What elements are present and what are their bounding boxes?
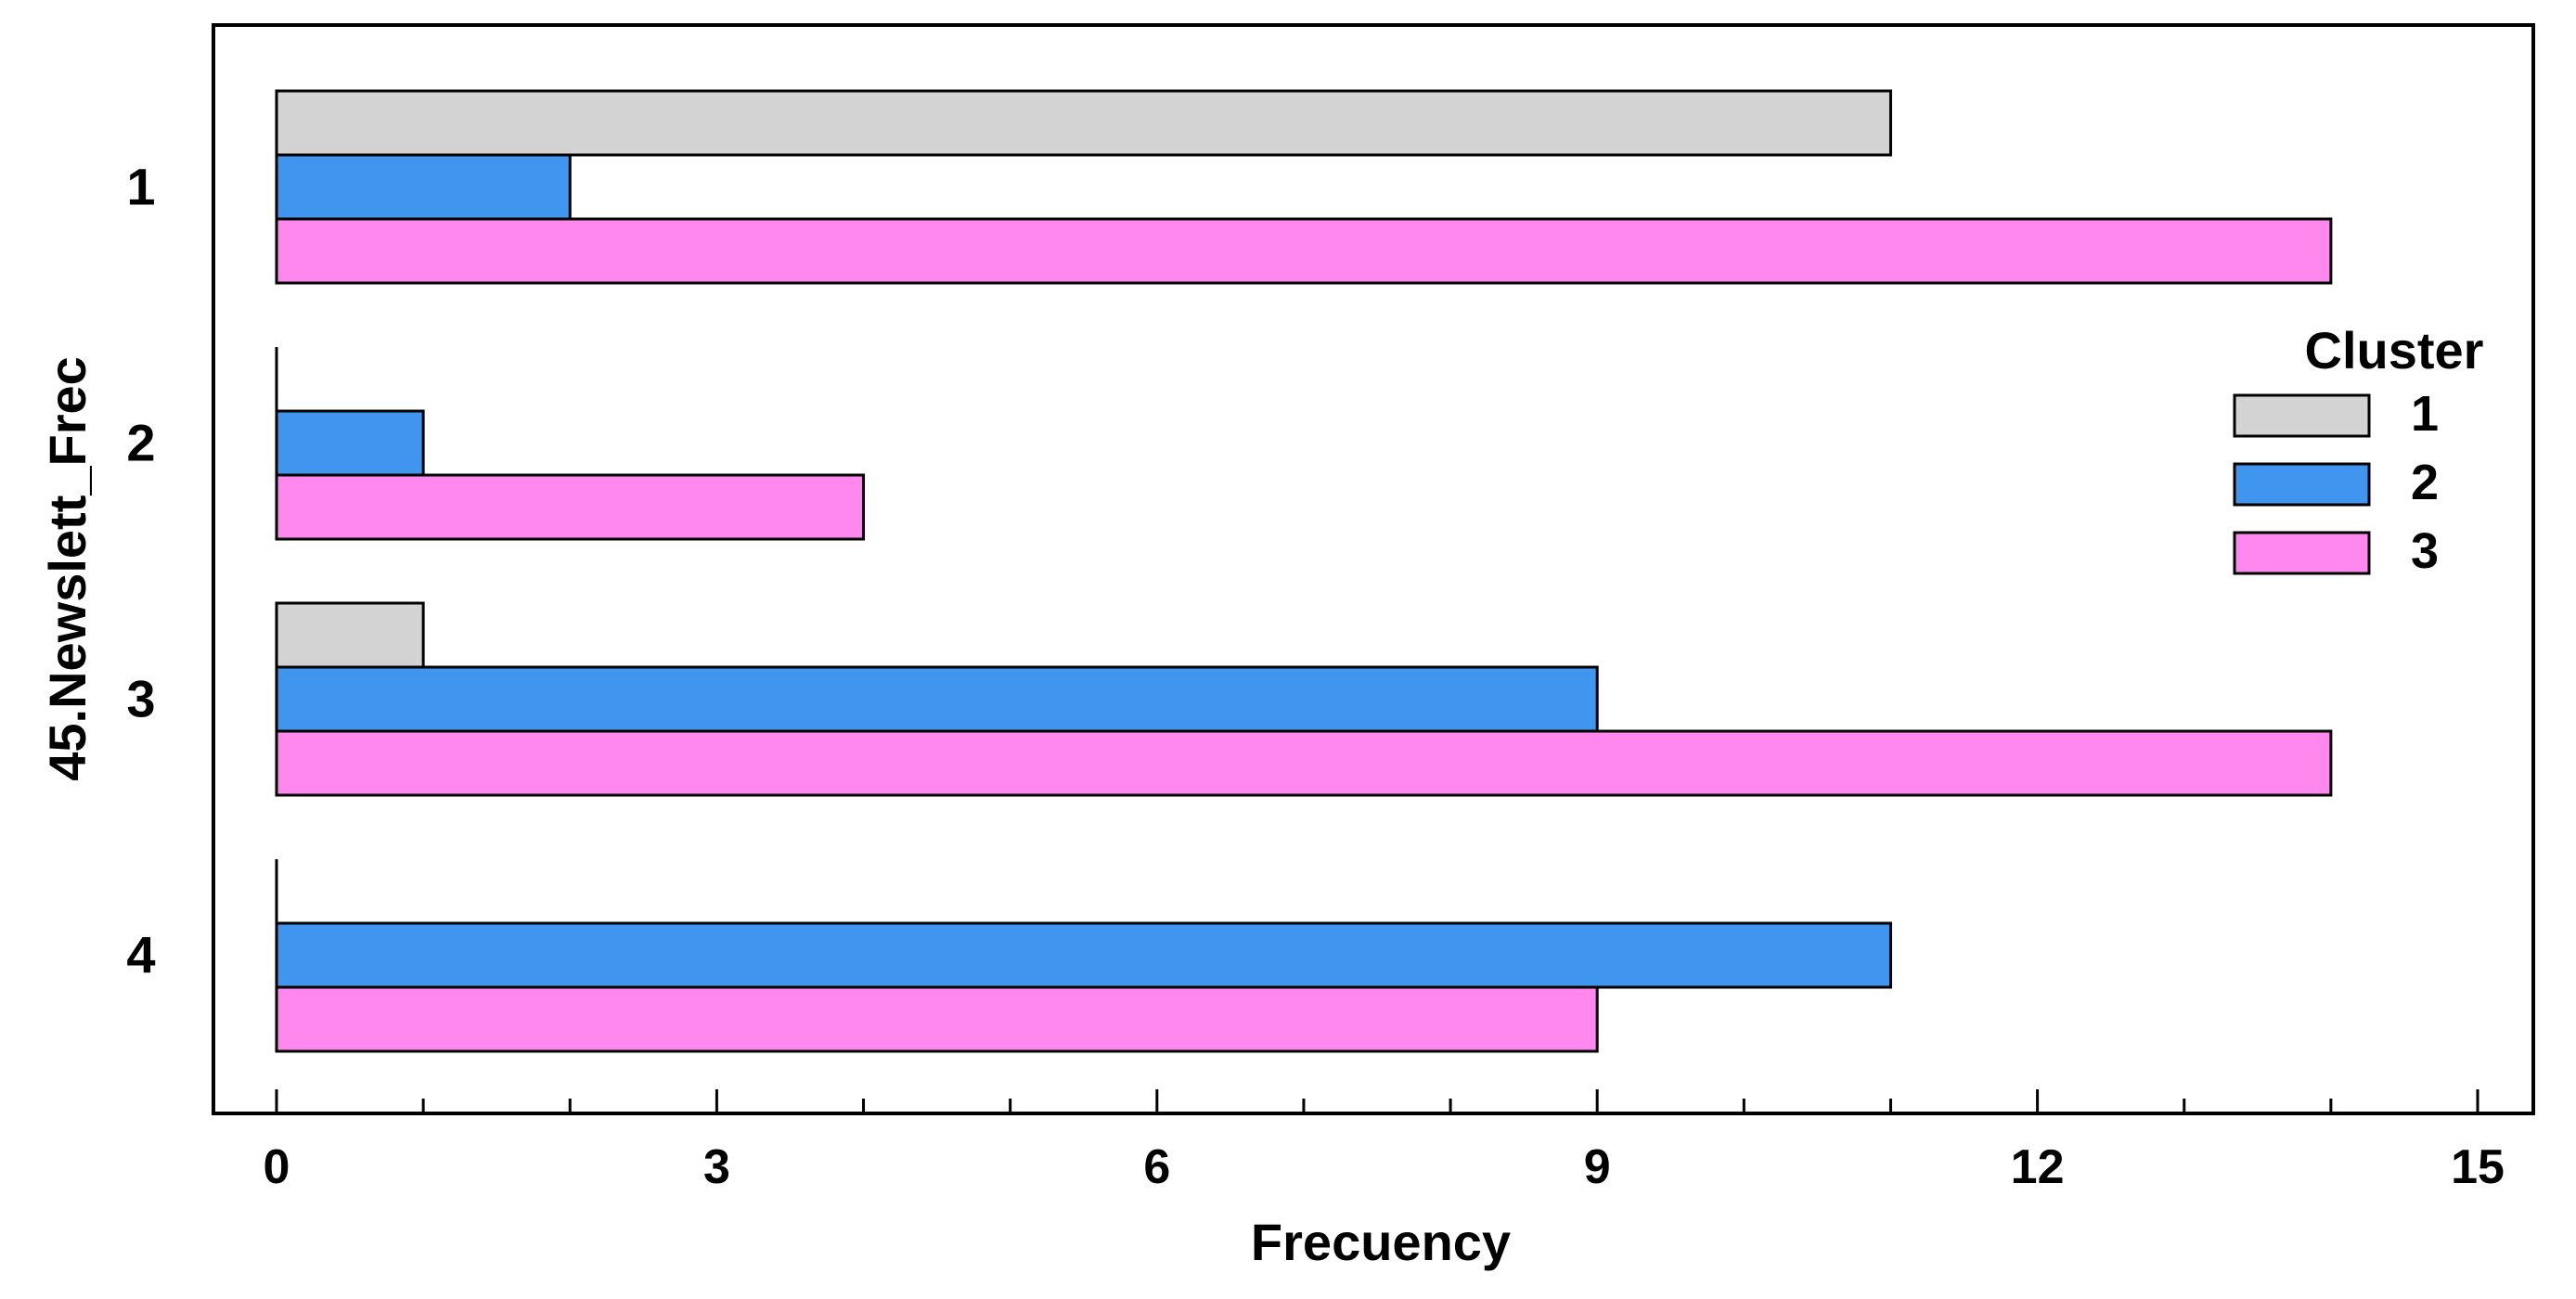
x-tick-label: 3 [703,1140,730,1194]
legend: Cluster 1 2 3 [2233,321,2484,579]
y-tick-label: 1 [126,158,155,216]
bar-category-2-cluster-2 [275,409,425,477]
legend-label: 2 [2411,455,2439,510]
x-axis-label: Frecuency [1251,1213,1511,1271]
x-tick-label: 6 [1143,1140,1170,1194]
bar-category-4-cluster-3 [275,985,1599,1053]
bar-category-1-cluster-1 [275,89,1892,157]
x-tick-label: 0 [264,1140,290,1194]
x-tick-label: 9 [1584,1140,1611,1194]
legend-title: Cluster [2305,321,2484,379]
legend-label: 3 [2411,523,2439,579]
y-tick-label: 4 [126,926,155,984]
y-tick-label: 2 [126,414,155,472]
legend-swatch-2 [2233,462,2371,507]
legend-label: 1 [2411,386,2439,442]
bar-category-3-cluster-3 [275,729,2333,797]
bar-category-2-cluster-3 [275,473,866,541]
legend-swatch-3 [2233,531,2371,575]
y-axis-label: 45.Newslett_Frec [38,356,97,781]
bars [275,89,2333,1053]
bar-category-3-cluster-2 [275,665,1599,733]
category-labels: 1 2 3 4 [126,158,155,984]
bar-category-1-cluster-3 [275,217,2333,285]
x-tick-label: 12 [2011,1140,2065,1194]
plot-frame [212,23,2535,1115]
x-axis: 0 3 6 9 12 15 [264,1089,2505,1194]
y-tick-label: 3 [126,670,155,728]
x-tick-label: 15 [2451,1140,2505,1194]
bar-category-3-cluster-1 [275,601,425,669]
legend-swatch-1 [2233,393,2371,438]
bar-category-4-cluster-2 [275,921,1892,989]
bar-category-1-cluster-2 [275,153,572,221]
